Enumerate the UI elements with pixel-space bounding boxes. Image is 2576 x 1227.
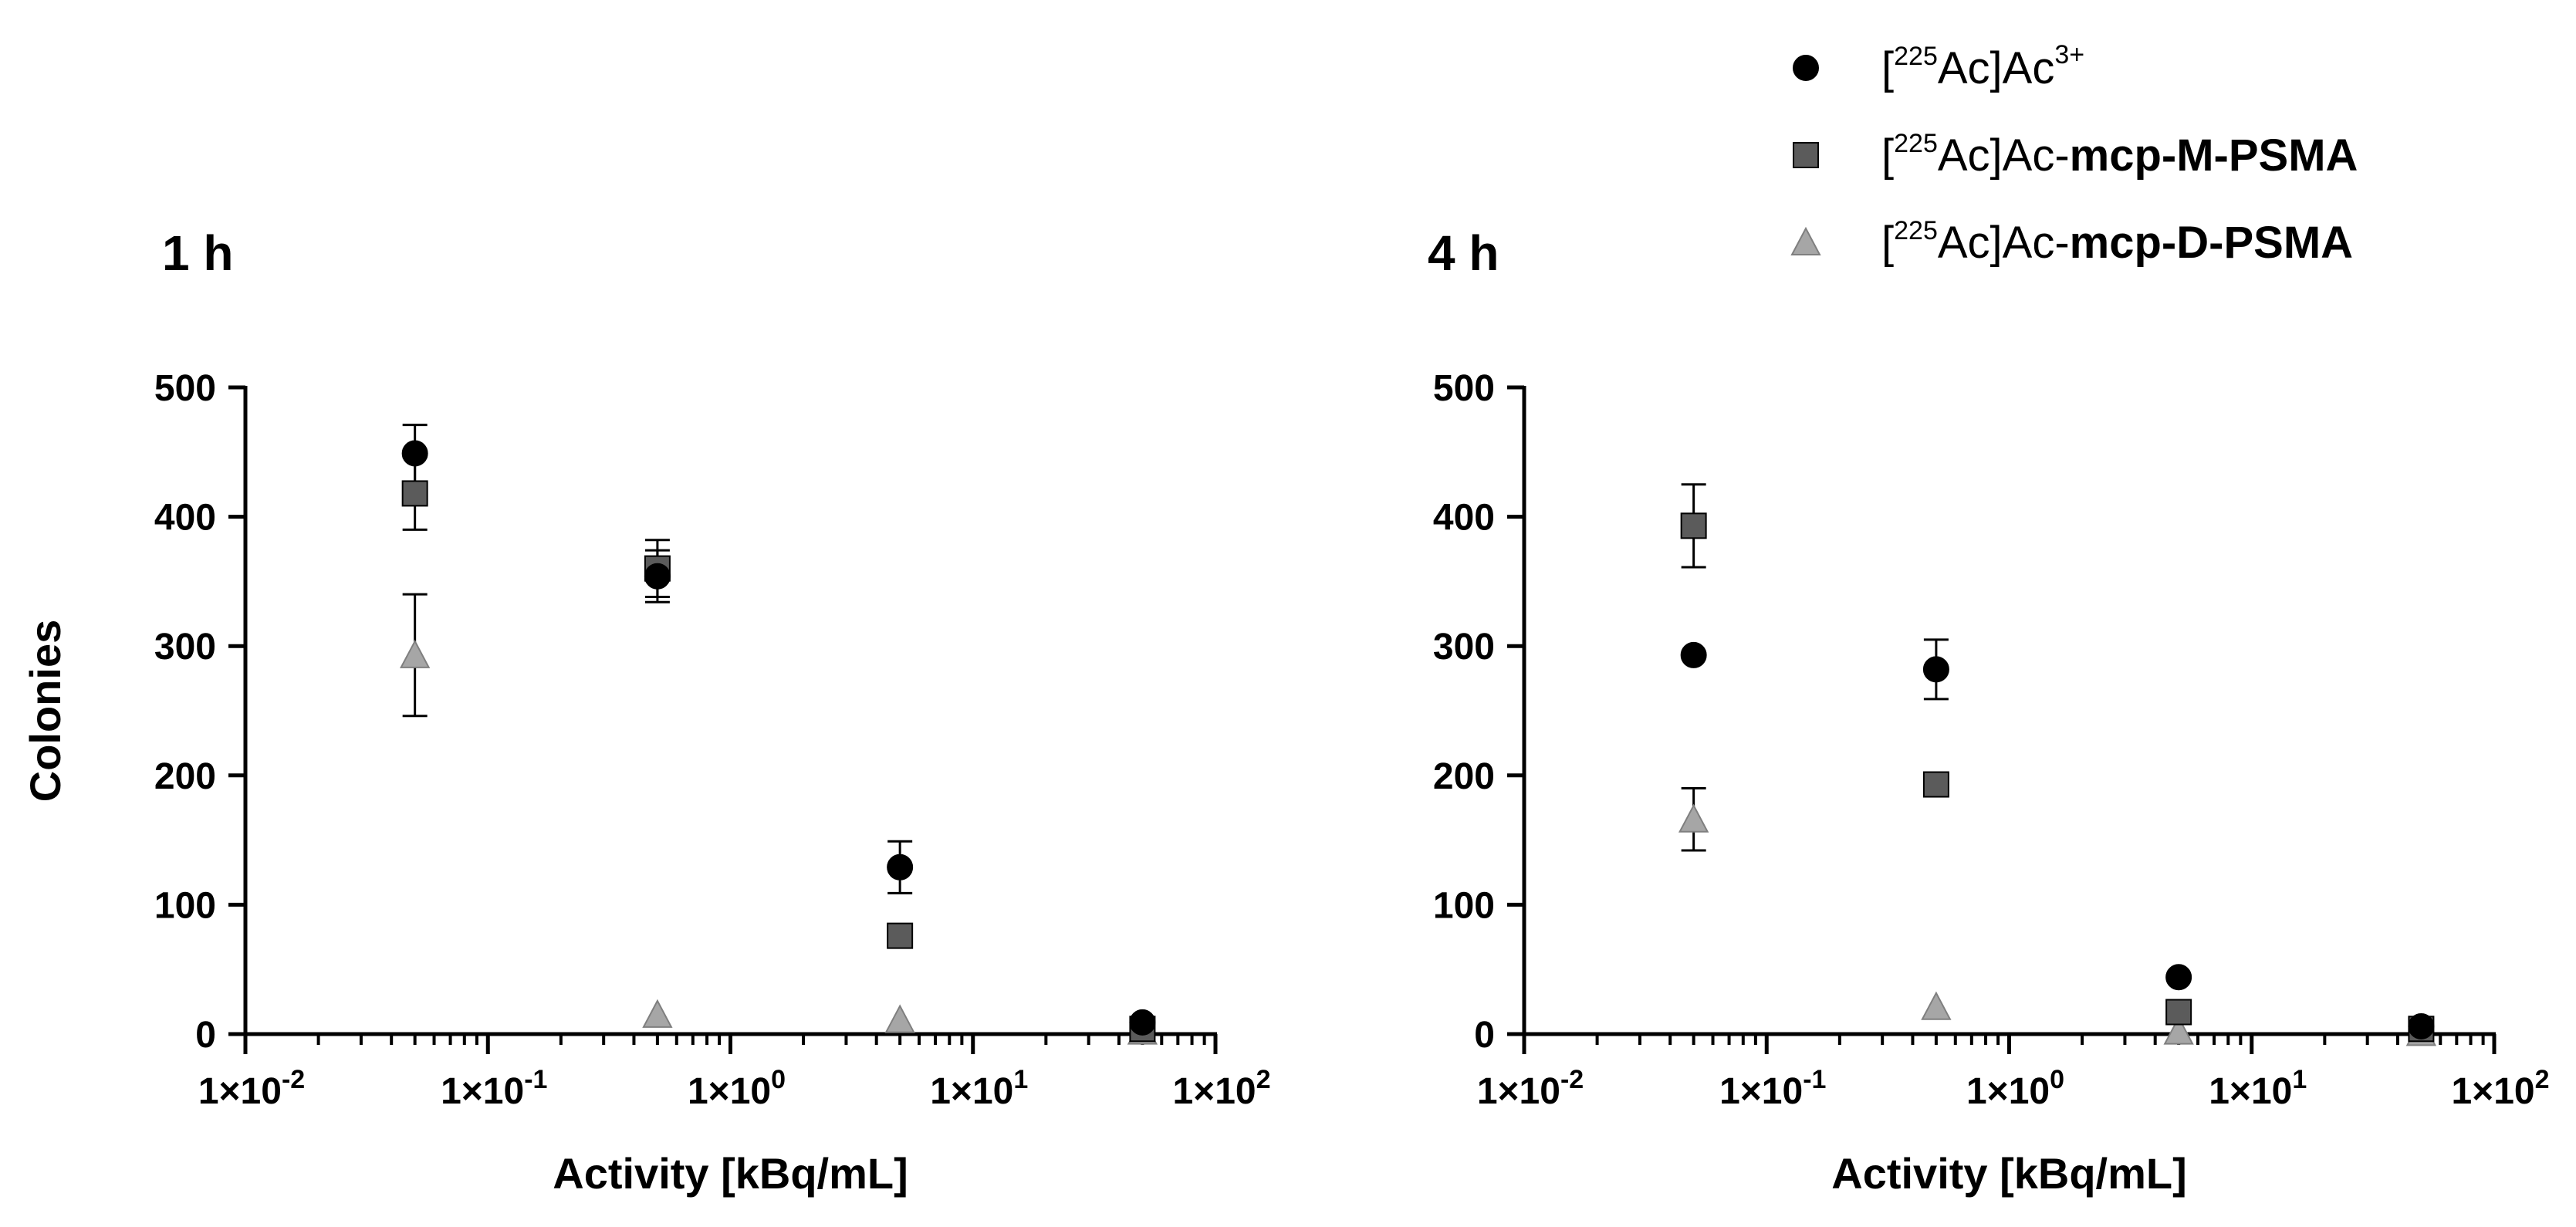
- y-tick-label: 300: [1433, 627, 1495, 668]
- data-point-circle: [644, 563, 671, 590]
- x-tick-label-base: 1×10: [1966, 1071, 2050, 1112]
- y-tick-label: 100: [154, 885, 216, 926]
- data-point-circle: [1129, 1009, 1156, 1036]
- data-point-triangle: [642, 999, 673, 1028]
- x-tick-label: 1×10-1: [1719, 1065, 1826, 1112]
- legend-marker-triangle: [1790, 226, 1821, 255]
- x-tick-label-base: 1×10: [198, 1071, 282, 1112]
- x-tick-label-exponent: 1: [1013, 1065, 1028, 1094]
- legend-bracket: [: [1881, 130, 1894, 181]
- data-point-triangle: [399, 639, 431, 668]
- y-tick-label: 500: [1433, 368, 1495, 409]
- data-point-circle: [1680, 641, 1707, 668]
- x-tick-label-base: 1×10: [930, 1071, 1013, 1112]
- data-point-square: [1680, 512, 1707, 539]
- x-tick-label-base: 1×10: [1719, 1071, 1803, 1112]
- x-tick-label-base: 1×10: [1172, 1071, 1256, 1112]
- legend-isotope: 225: [1894, 129, 1938, 158]
- data-point-triangle: [2163, 1016, 2194, 1045]
- x-tick-label-base: 1×10: [2451, 1071, 2534, 1112]
- x-tick-label-exponent: 2: [2535, 1065, 2550, 1094]
- x-tick-label: 1×101: [930, 1065, 1028, 1112]
- data-point-triangle: [884, 1004, 915, 1033]
- legend-entry-label: [225Ac]Ac-mcp-M-PSMA: [1881, 129, 2358, 181]
- x-tick-label: 1×10-2: [1477, 1065, 1584, 1112]
- data-point-circle: [401, 440, 428, 467]
- legend-marker-square: [1793, 142, 1819, 168]
- x-tick-label-base: 1×10: [688, 1071, 771, 1112]
- y-tick-label: 0: [1474, 1015, 1495, 1056]
- legend-text-main: Ac]Ac-: [1938, 218, 2070, 268]
- data-point-square: [887, 922, 914, 949]
- legend-entry-label: [225Ac]Ac3+: [1881, 40, 2084, 93]
- data-point-square: [1922, 771, 1949, 798]
- x-tick-label: 1×100: [688, 1065, 786, 1112]
- data-point-circle: [1922, 656, 1949, 683]
- legend-marker-circle: [1793, 55, 1819, 81]
- x-tick-label-exponent: 0: [2050, 1065, 2064, 1094]
- legend-entry-label: [225Ac]Ac-mcp-D-PSMA: [1881, 216, 2353, 268]
- data-point-circle: [887, 853, 914, 881]
- y-tick-label: 300: [154, 627, 216, 668]
- x-tick-label: 1×101: [2209, 1065, 2307, 1112]
- x-tick-label: 1×100: [1966, 1065, 2064, 1112]
- data-point-triangle: [1678, 803, 1709, 833]
- legend-text-main: Ac]Ac: [1938, 43, 2055, 93]
- y-axis-label: Colonies: [21, 620, 69, 802]
- data-point-triangle: [1921, 991, 1952, 1020]
- data-point-circle: [2408, 1012, 2435, 1039]
- legend-bracket: [: [1881, 218, 1894, 268]
- y-tick-label: 200: [154, 756, 216, 797]
- y-tick-label: 400: [154, 498, 216, 539]
- x-tick-label: 1×102: [1172, 1065, 1270, 1112]
- x-tick-label: 1×10-1: [441, 1065, 547, 1112]
- x-tick-label-exponent: -1: [1803, 1065, 1826, 1094]
- x-tick-label-exponent: 1: [2292, 1065, 2307, 1094]
- panel-title: 4 h: [1428, 225, 1499, 281]
- legend-text-bold: mcp-D-PSMA: [2070, 218, 2353, 268]
- x-tick-label-exponent: 2: [1256, 1065, 1271, 1094]
- y-tick-label: 0: [195, 1015, 216, 1056]
- legend-text-main: Ac]Ac-: [1938, 130, 2070, 181]
- x-tick-label-base: 1×10: [1477, 1071, 1560, 1112]
- legend-superscript: 3+: [2054, 40, 2084, 69]
- y-tick-label: 200: [1433, 756, 1495, 797]
- x-tick-label-exponent: -2: [1560, 1065, 1584, 1094]
- panel-title: 1 h: [162, 225, 233, 281]
- legend-text-bold: mcp-M-PSMA: [2070, 130, 2358, 181]
- legend: [225Ac]Ac3+[225Ac]Ac-mcp-M-PSMA[225Ac]Ac…: [1790, 40, 2358, 268]
- x-tick-label: 1×102: [2451, 1065, 2549, 1112]
- legend-bracket: [: [1881, 43, 1894, 93]
- y-tick-label: 500: [154, 368, 216, 409]
- y-tick-label: 100: [1433, 885, 1495, 926]
- data-point-circle: [2165, 964, 2192, 991]
- x-tick-label-exponent: 0: [771, 1065, 786, 1094]
- x-tick-label-base: 1×10: [2209, 1071, 2292, 1112]
- x-tick-label-base: 1×10: [441, 1071, 524, 1112]
- x-axis-label: Activity [kBq/mL]: [553, 1149, 908, 1198]
- legend-isotope: 225: [1894, 42, 1938, 71]
- y-tick-label: 400: [1433, 498, 1495, 539]
- x-axis-label: Activity [kBq/mL]: [1831, 1149, 2187, 1198]
- data-point-square: [2165, 999, 2192, 1026]
- x-tick-label-exponent: -1: [524, 1065, 547, 1094]
- legend-isotope: 225: [1894, 216, 1938, 245]
- x-tick-label-exponent: -2: [282, 1065, 305, 1094]
- data-point-square: [401, 480, 428, 507]
- x-tick-label: 1×10-2: [198, 1065, 305, 1112]
